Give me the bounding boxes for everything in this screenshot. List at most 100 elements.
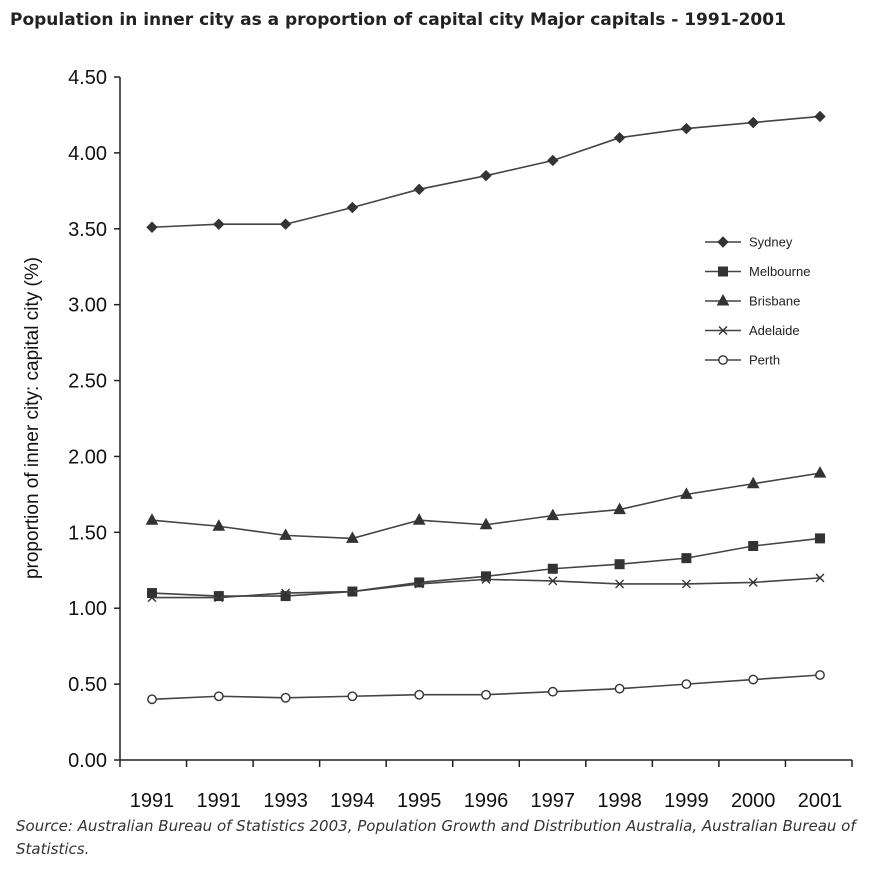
data-point-perth bbox=[481, 689, 491, 700]
x-tick-label: 1991 bbox=[130, 790, 175, 812]
legend-item-sydney: Sydney bbox=[705, 235, 793, 250]
series-brisbane bbox=[145, 466, 827, 543]
x-tick-label: 1991 bbox=[197, 790, 242, 812]
data-point-perth bbox=[815, 670, 825, 680]
x-tick-label: 1996 bbox=[464, 790, 509, 812]
y-tick-label: 2.00 bbox=[68, 446, 107, 468]
series-melbourne bbox=[147, 533, 825, 602]
legend-label-adelaide: Adelaide bbox=[749, 323, 800, 338]
legend-item-perth: Perth bbox=[705, 353, 780, 368]
data-point-adelaide bbox=[147, 593, 157, 603]
y-axis-title: proportion of inner city: capital city (… bbox=[22, 257, 43, 579]
y-tick-label: 0.00 bbox=[68, 750, 107, 772]
data-point-perth bbox=[547, 686, 558, 697]
marker-stroke bbox=[615, 579, 625, 589]
legend-marker-adelaide bbox=[718, 326, 728, 335]
data-point-melbourne bbox=[213, 591, 224, 602]
data-point-sydney bbox=[279, 218, 292, 230]
marker-stroke bbox=[681, 579, 691, 589]
data-point-perth bbox=[614, 683, 625, 694]
data-point-brisbane bbox=[212, 519, 226, 531]
legend-marker-melbourne bbox=[718, 266, 728, 277]
series-lines bbox=[145, 110, 827, 705]
data-point-brisbane bbox=[746, 476, 760, 489]
data-point-perth bbox=[280, 692, 291, 703]
data-point-melbourne bbox=[280, 591, 291, 602]
legend-label-sydney: Sydney bbox=[749, 235, 793, 250]
marker-stroke bbox=[748, 577, 758, 587]
data-point-adelaide bbox=[281, 588, 291, 598]
data-point-sydney bbox=[413, 183, 425, 196]
data-point-melbourne bbox=[614, 559, 625, 570]
legend-label-brisbane: Brisbane bbox=[749, 294, 800, 309]
data-point-melbourne bbox=[481, 571, 491, 582]
x-tick-label: 1993 bbox=[263, 790, 308, 812]
y-tick-label: 4.50 bbox=[68, 67, 107, 89]
data-point-brisbane bbox=[613, 502, 626, 515]
data-point-adelaide bbox=[214, 593, 224, 603]
legend-item-melbourne: Melbourne bbox=[705, 264, 810, 279]
data-point-melbourne bbox=[681, 553, 692, 564]
data-point-sydney bbox=[480, 169, 492, 182]
data-point-brisbane bbox=[680, 487, 693, 499]
data-point-adelaide bbox=[414, 579, 424, 589]
data-point-sydney bbox=[814, 110, 826, 123]
data-point-sydney bbox=[613, 132, 626, 144]
y-axis: 0.00 0.50 1.00 1.50 2.00 2.50 3.00 3.50 4.00 4.50 bbox=[68, 67, 121, 772]
y-tick-label: 0.50 bbox=[68, 674, 107, 696]
data-point-sydney bbox=[346, 201, 359, 214]
y-tick-label: 3.50 bbox=[68, 219, 107, 241]
data-point-sydney bbox=[213, 218, 225, 230]
data-point-brisbane bbox=[813, 466, 827, 478]
data-point-perth bbox=[213, 691, 224, 702]
x-tick-label: 2001 bbox=[798, 790, 843, 812]
data-point-brisbane bbox=[546, 508, 560, 521]
series-perth bbox=[147, 670, 825, 705]
data-point-brisbane bbox=[346, 531, 359, 543]
legend: Sydney Melbourne Brisbane Adelaide Perth bbox=[705, 235, 810, 368]
y-tick-label: 2.50 bbox=[68, 371, 107, 393]
legend-marker-brisbane bbox=[716, 293, 730, 306]
x-tick-label: 2000 bbox=[731, 790, 776, 812]
legend-marker-sydney bbox=[717, 236, 729, 248]
marker-stroke bbox=[481, 574, 491, 584]
marker-stroke bbox=[548, 576, 558, 586]
marker-stroke bbox=[214, 593, 224, 603]
legend-item-adelaide: Adelaide bbox=[705, 323, 800, 338]
data-point-perth bbox=[681, 679, 692, 690]
series-sydney bbox=[146, 110, 826, 233]
data-point-brisbane bbox=[279, 528, 292, 540]
marker-stroke bbox=[347, 587, 357, 597]
data-point-perth bbox=[414, 689, 425, 700]
data-point-sydney bbox=[146, 221, 158, 233]
data-point-perth bbox=[147, 694, 157, 705]
y-tick-label: 1.50 bbox=[68, 522, 107, 544]
data-point-sydney bbox=[680, 122, 693, 135]
legend-label-melbourne: Melbourne bbox=[749, 264, 810, 279]
x-tick-label: 1997 bbox=[531, 790, 576, 812]
legend-marker-perth bbox=[718, 355, 728, 365]
data-point-melbourne bbox=[815, 533, 825, 544]
x-tick-label: 1995 bbox=[397, 790, 442, 812]
series-adelaide bbox=[147, 573, 825, 603]
data-point-adelaide bbox=[815, 573, 825, 583]
marker-stroke bbox=[281, 588, 291, 598]
data-point-adelaide bbox=[548, 576, 558, 586]
data-point-perth bbox=[347, 691, 358, 702]
marker-stroke bbox=[414, 579, 424, 589]
legend-item-brisbane: Brisbane bbox=[705, 294, 800, 309]
data-point-adelaide bbox=[347, 587, 357, 597]
legend-label-perth: Perth bbox=[749, 353, 780, 368]
y-tick-label: 4.00 bbox=[68, 143, 107, 165]
x-tick-label: 1999 bbox=[664, 790, 709, 812]
data-point-sydney bbox=[547, 154, 559, 167]
data-point-adelaide bbox=[748, 577, 758, 587]
y-tick-label: 3.00 bbox=[68, 295, 107, 317]
marker-stroke bbox=[815, 573, 825, 583]
data-point-brisbane bbox=[479, 517, 493, 530]
data-point-brisbane bbox=[412, 513, 426, 525]
data-point-melbourne bbox=[748, 540, 759, 551]
data-point-brisbane bbox=[145, 513, 159, 525]
x-tick-label: 1994 bbox=[330, 790, 375, 812]
data-point-melbourne bbox=[547, 563, 558, 574]
